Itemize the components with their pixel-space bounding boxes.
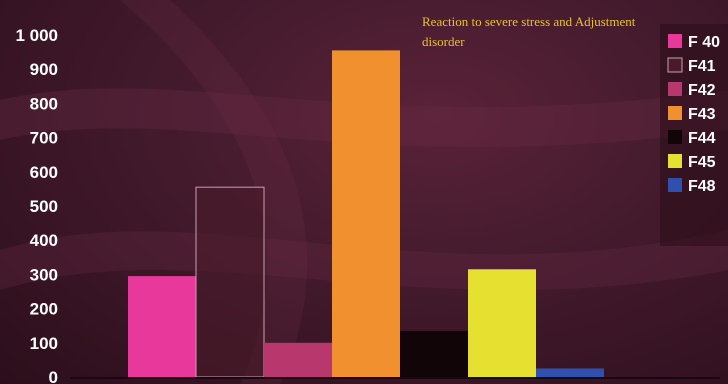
legend-swatch	[668, 178, 682, 192]
legend-label: F45	[688, 154, 716, 171]
legend-label: F48	[688, 178, 716, 195]
bar-f40	[128, 276, 196, 377]
legend-swatch	[668, 82, 682, 96]
y-tick-label: 0	[49, 368, 58, 384]
y-tick-label: 500	[30, 197, 58, 216]
y-tick-label: 700	[30, 129, 58, 148]
bar-f42	[264, 342, 332, 377]
legend-swatch	[668, 154, 682, 168]
bar-f44	[400, 330, 468, 377]
bars	[128, 50, 604, 378]
legend-swatch	[668, 130, 682, 144]
y-tick-label: 400	[30, 231, 58, 250]
y-tick-label: 300	[30, 265, 58, 284]
legend-label: F 40	[688, 34, 720, 51]
y-tick-label: 800	[30, 94, 58, 113]
bar-f48	[536, 368, 604, 377]
legend-swatch	[668, 34, 682, 48]
bar-f45	[468, 269, 536, 377]
legend-label: F41	[688, 58, 716, 75]
y-tick-label: 1 000	[15, 26, 58, 45]
bar-f41	[195, 186, 265, 378]
legend-label: F44	[688, 130, 716, 147]
legend-swatch	[668, 106, 682, 120]
legend-label: F42	[688, 82, 716, 99]
bar-f43	[332, 50, 400, 377]
y-tick-label: 200	[30, 300, 58, 319]
legend-label: F43	[688, 106, 716, 123]
y-axis-ticks: 0 100 200 300 400 500 600 700 800 900 1 000	[15, 26, 58, 384]
y-tick-label: 900	[30, 60, 58, 79]
y-tick-label: 600	[30, 163, 58, 182]
y-tick-label: 100	[30, 334, 58, 353]
legend: F 40 F41 F42 F43 F44 F45 F48	[660, 24, 728, 246]
legend-swatch	[667, 57, 683, 73]
chart-annotation: Reaction to severe stress and Adjustment…	[422, 14, 636, 49]
